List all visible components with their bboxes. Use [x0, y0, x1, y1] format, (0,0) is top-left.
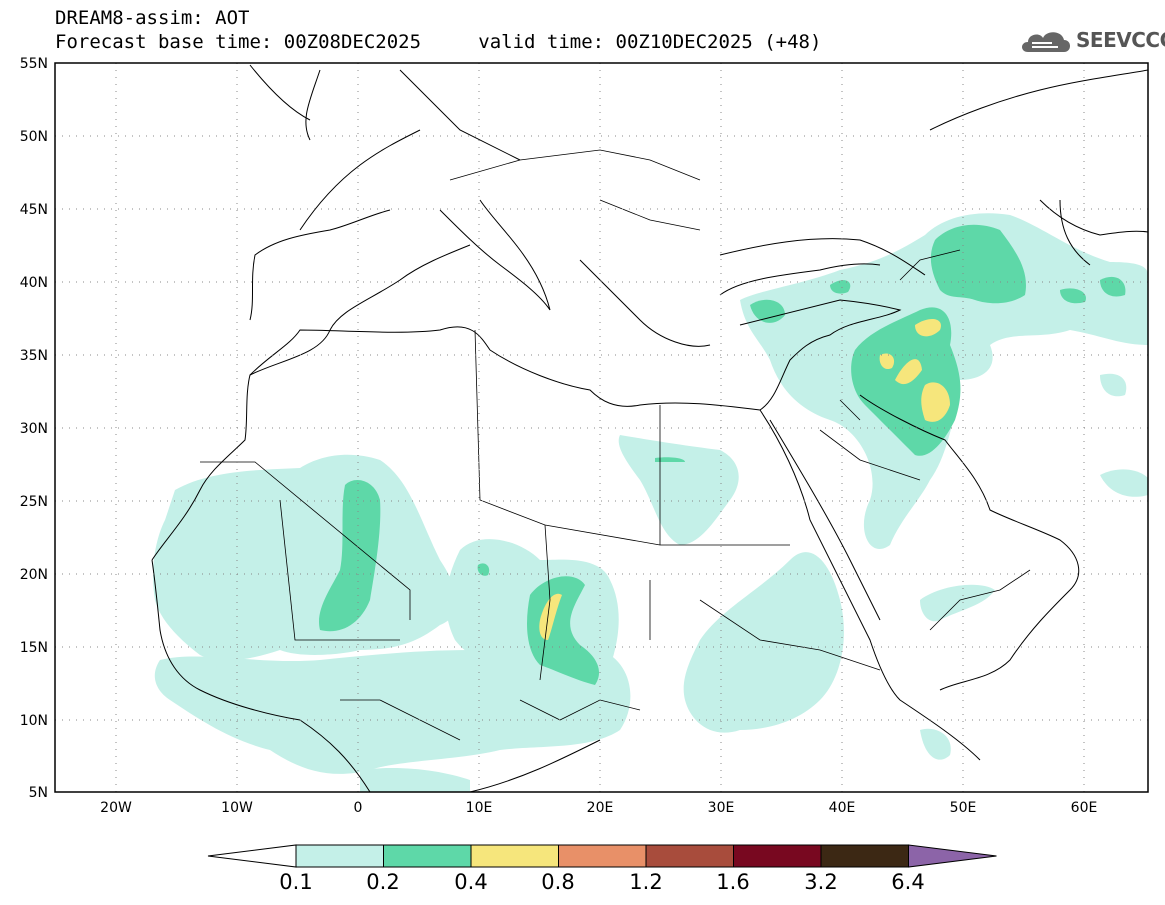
colorbar-swatch	[383, 844, 472, 868]
colorbar-label: 0.4	[454, 870, 488, 894]
map-title: DREAM8-assim: AOT	[55, 7, 250, 29]
lat-tick-label: 20N	[20, 567, 48, 583]
lat-tick-label: 45N	[20, 202, 48, 218]
coastlines	[151, 64, 1149, 793]
colorbar-low-arrow	[207, 844, 297, 868]
lat-tick-label: 30N	[20, 421, 48, 437]
valid-time-label: valid time: 00Z10DEC2025 (+48)	[478, 31, 822, 53]
gridlines	[55, 63, 1148, 792]
colorbar-swatch	[470, 844, 559, 868]
lon-tick-label: 50E	[950, 800, 977, 816]
lon-tick-label: 10E	[466, 800, 493, 816]
map-frame	[54, 62, 1149, 793]
lon-tick-label: 20W	[100, 800, 132, 816]
seevccc-logo: SEEVCCC	[1018, 24, 1165, 56]
colorbar-high-arrow	[908, 844, 997, 868]
colorbar-label: 0.1	[279, 870, 313, 894]
lon-tick-label: 30E	[708, 800, 735, 816]
lat-tick-label: 10N	[20, 713, 48, 729]
colorbar-swatch	[558, 844, 647, 868]
lon-tick-label: 20E	[587, 800, 614, 816]
colorbar-label: 3.2	[804, 870, 838, 894]
lat-tick-label: 50N	[20, 129, 48, 145]
lat-tick-label: 25N	[20, 494, 48, 510]
colorbar-swatch	[733, 844, 822, 868]
logo-text: SEEVCCC	[1076, 28, 1165, 52]
cloud-logo-icon	[1022, 32, 1070, 52]
colorbar-label: 0.8	[541, 870, 575, 894]
lat-tick-label: 15N	[20, 640, 48, 656]
lat-tick-label: 5N	[29, 785, 48, 801]
aot-fields	[153, 213, 1148, 792]
lon-tick-label: 10W	[221, 800, 253, 816]
lat-tick-label: 35N	[20, 348, 48, 364]
colorbar-label: 0.2	[366, 870, 400, 894]
base-time-label: Forecast base time: 00Z08DEC2025	[55, 31, 422, 53]
colorbar-swatch	[295, 844, 384, 868]
lat-tick-label: 55N	[20, 56, 48, 72]
colorbar-swatch	[645, 844, 734, 868]
lon-tick-label: 60E	[1071, 800, 1098, 816]
colorbar-label: 1.2	[629, 870, 663, 894]
colorbar-label: 1.6	[716, 870, 750, 894]
colorbar-swatch	[820, 844, 909, 868]
colorbar-label: 6.4	[891, 870, 925, 894]
lat-tick-label: 40N	[20, 275, 48, 291]
map-subtitle: Forecast base time: 00Z08DEC2025 valid t…	[55, 31, 821, 53]
lon-axis: 20W 10W 0 10E 20E 30E 40E 50E 60E	[100, 800, 1097, 816]
colorbar	[207, 844, 997, 868]
lon-tick-label: 40E	[829, 800, 856, 816]
lon-tick-label: 0	[354, 800, 363, 816]
country-borders	[200, 149, 1031, 741]
lat-axis: 55N 50N 45N 40N 35N 30N 25N 20N 15N 10N …	[20, 56, 48, 801]
